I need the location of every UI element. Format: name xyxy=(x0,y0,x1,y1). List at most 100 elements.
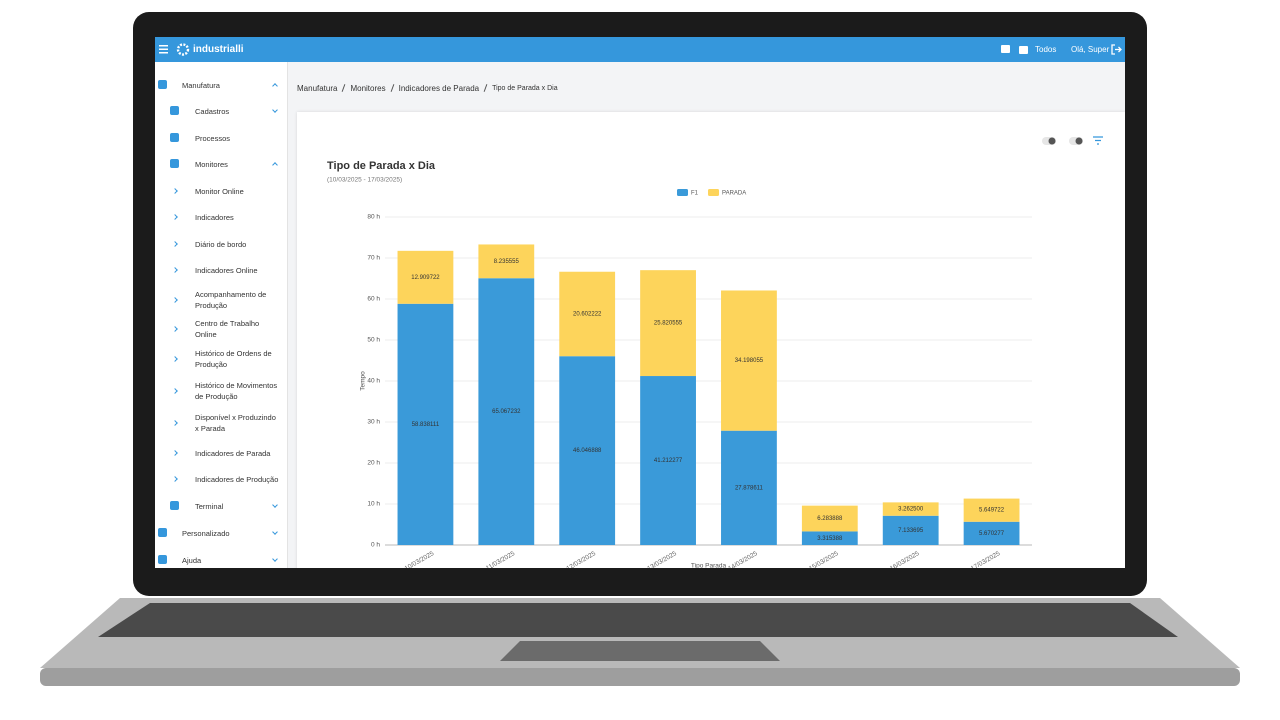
breadcrumb: Manufatura Monitores Indicadores de Parada… xyxy=(297,81,558,95)
sidebar-item[interactable]: Personalizado xyxy=(155,520,287,546)
sidebar-item[interactable]: Ajuda xyxy=(155,547,287,568)
sidebar-item[interactable]: Indicadores de Produção xyxy=(155,466,287,492)
bar-segment xyxy=(882,502,939,516)
sidebar-label[interactable]: Histórico de Ordens de Produção xyxy=(195,349,272,369)
sidebar-item[interactable]: Disponível x Produzindo x Parada xyxy=(155,410,287,436)
greeting[interactable]: Olá, Super xyxy=(1071,45,1110,54)
breadcrumb-item[interactable]: Monitores xyxy=(350,83,386,93)
chevron xyxy=(272,556,278,562)
breadcrumb-separator xyxy=(342,84,346,92)
sidebar-label[interactable]: Centro de Trabalho Online xyxy=(195,319,260,339)
legend-label: PARADA xyxy=(722,191,746,197)
bar-segment xyxy=(721,430,777,545)
sidebar-label[interactable]: Processos xyxy=(195,133,231,143)
breadcrumb-item[interactable]: Indicadores de Parada xyxy=(398,83,480,93)
sidebar-label[interactable]: Diário de bordo xyxy=(195,239,247,249)
value-label: 27.878611 xyxy=(735,485,764,491)
breadcrumb-item[interactable]: Manufatura xyxy=(297,83,338,93)
legend-swatch xyxy=(708,189,720,196)
bar-segment xyxy=(801,531,858,545)
bar-segment xyxy=(963,521,1020,545)
sidebar-label[interactable]: Histórico de Movimentos de Produção xyxy=(195,381,278,401)
value-label: 46.046888 xyxy=(573,448,602,454)
x-tick-label: 16/03/2025 xyxy=(889,550,921,568)
value-label: 5.649722 xyxy=(979,508,1005,514)
bar-segment xyxy=(801,505,858,532)
sidebar-label[interactable]: Monitor Online xyxy=(195,186,244,196)
value-label: 3.315388 xyxy=(817,536,843,542)
chevron xyxy=(172,420,178,426)
chart-card: Tipo de Parada x Dia (10/03/2025 - 17/03/… xyxy=(297,112,1125,568)
value-label: 8.235555 xyxy=(494,259,520,265)
breadcrumb-separator xyxy=(390,84,394,92)
sidebar-icon xyxy=(170,159,179,168)
breadcrumb-separator xyxy=(483,84,488,92)
sidebar-label[interactable]: Ajuda xyxy=(182,555,202,565)
value-label: 58.838111 xyxy=(412,422,440,428)
y-axis-label: Tempo xyxy=(360,371,367,391)
filter-label[interactable]: Todos xyxy=(1035,45,1057,54)
header-icons[interactable] xyxy=(1000,37,1030,62)
chevron xyxy=(172,188,178,194)
sidebar-icon xyxy=(170,106,179,115)
sidebar-icon xyxy=(170,133,179,142)
y-tick-label: 80 h xyxy=(367,214,380,221)
sidebar-item[interactable]: Monitor Online xyxy=(155,178,287,204)
breadcrumb-item[interactable]: Tipo de Parada x Dia xyxy=(492,84,558,92)
sidebar-label[interactable]: Indicadores Online xyxy=(195,265,258,275)
chevron xyxy=(172,450,178,456)
sidebar-icon xyxy=(158,555,167,564)
menu-icon[interactable] xyxy=(158,37,170,62)
y-tick-label: 0 h xyxy=(371,542,380,549)
x-tick-label: 11/03/2025 xyxy=(485,550,517,568)
sidebar-label[interactable]: Disponível x Produzindo x Parada xyxy=(195,413,276,433)
sidebar-item[interactable]: Processos xyxy=(155,125,287,151)
sidebar-item[interactable]: Indicadores Online xyxy=(155,257,287,283)
sidebar-label[interactable]: Indicadores de Produção xyxy=(195,474,279,484)
screen: industrialli Todos Olá, Super Manufatura… xyxy=(155,37,1125,568)
sidebar-label[interactable]: Manufatura xyxy=(182,80,220,90)
bar-segment xyxy=(640,270,696,377)
sidebar-label[interactable]: Acompanhamento de Produção xyxy=(195,290,267,310)
chevron xyxy=(172,267,178,273)
sidebar-item[interactable]: Cadastros xyxy=(155,98,287,124)
brand-logo xyxy=(176,43,190,56)
y-tick-label: 70 h xyxy=(367,255,380,262)
sidebar: Manufatura Cadastros Processos Monitores Mon… xyxy=(155,62,288,568)
sidebar-item[interactable]: Indicadores xyxy=(155,204,287,230)
sidebar-item[interactable]: Terminal xyxy=(155,493,287,519)
chevron xyxy=(172,476,178,482)
sidebar-label[interactable]: Indicadores xyxy=(195,212,234,222)
filter-icon xyxy=(1093,136,1103,145)
sidebar-item[interactable]: Centro de Trabalho Online xyxy=(155,316,287,342)
y-tick-label: 20 h xyxy=(367,460,380,467)
sidebar-label[interactable]: Terminal xyxy=(195,501,224,511)
chevron xyxy=(272,83,278,89)
chevron xyxy=(172,241,178,247)
sidebar-item[interactable]: Monitores xyxy=(155,151,287,177)
value-label: 3.262500 xyxy=(898,507,924,513)
bar-segment xyxy=(882,515,939,545)
sidebar-item[interactable]: Diário de bordo xyxy=(155,231,287,257)
chevron xyxy=(172,356,178,362)
sidebar-item[interactable]: Indicadores de Parada xyxy=(155,440,287,466)
sidebar-label[interactable]: Monitores xyxy=(195,159,228,169)
top-bar: industrialli Todos Olá, Super xyxy=(155,37,1125,62)
brand-name[interactable]: industrialli xyxy=(193,44,244,55)
sidebar-item[interactable]: Histórico de Ordens de Produção xyxy=(155,346,287,372)
bar-segment xyxy=(397,303,454,545)
value-label: 34.198055 xyxy=(735,358,764,364)
y-tick-label: 10 h xyxy=(367,501,380,508)
sidebar-item[interactable]: Manufatura xyxy=(155,72,287,98)
y-tick-label: 30 h xyxy=(367,419,380,426)
sidebar-item[interactable]: Acompanhamento de Produção xyxy=(155,287,287,313)
sidebar-label[interactable]: Cadastros xyxy=(195,106,230,116)
sidebar-item[interactable]: Histórico de Movimentos de Produção xyxy=(155,378,287,404)
sidebar-label[interactable]: Indicadores de Parada xyxy=(195,448,271,458)
logout-icon[interactable] xyxy=(1110,37,1122,62)
bar-segment xyxy=(478,244,535,279)
sidebar-label[interactable]: Personalizado xyxy=(182,528,230,538)
value-label: 7.133695 xyxy=(898,528,924,534)
toggle-knob xyxy=(1075,137,1083,145)
bar-segment xyxy=(559,356,616,545)
